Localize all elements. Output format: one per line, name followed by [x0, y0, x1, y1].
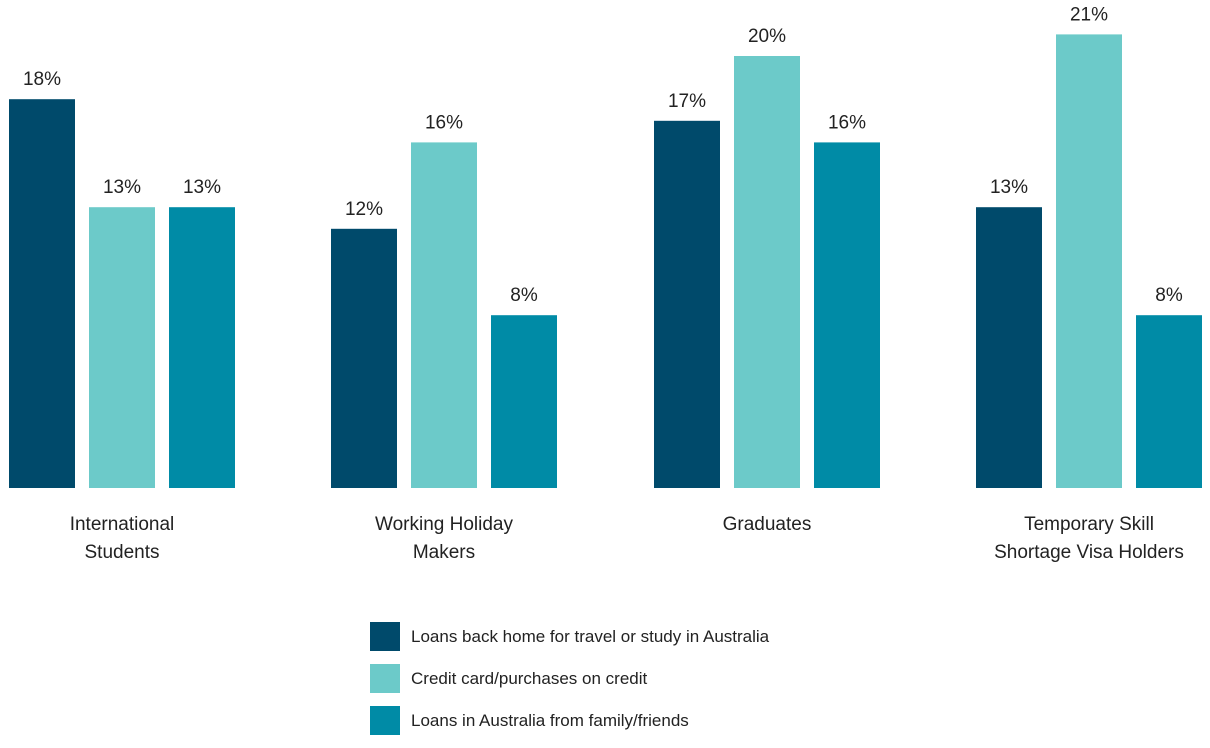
bar	[976, 207, 1042, 488]
legend-label: Loans back home for travel or study in A…	[411, 626, 770, 646]
legend-item-loans-back-home: Loans back home for travel or study in A…	[370, 622, 769, 651]
category-labels-layer: International Students Working Holiday Make…	[70, 514, 1184, 563]
category-label-line: Working Holiday	[375, 514, 513, 535]
category-label-line: Makers	[413, 542, 475, 563]
legend-swatch	[370, 622, 400, 651]
category-label-line: Graduates	[723, 514, 812, 535]
data-label: 13%	[990, 177, 1028, 198]
data-label: 17%	[668, 91, 706, 112]
bar	[1056, 34, 1122, 489]
data-label: 16%	[828, 112, 866, 133]
legend-item-loans-family: Loans in Australia from family/friends	[370, 706, 769, 735]
bar	[411, 142, 477, 488]
category-label-line: Students	[85, 542, 160, 563]
value-labels-layer: 18% 13% 13% 12% 16% 8% 17% 20% 16% 13% 21% 8%	[23, 4, 1183, 306]
data-label: 8%	[1155, 285, 1183, 306]
data-label: 12%	[345, 199, 383, 220]
data-label: 21%	[1070, 4, 1108, 25]
legend: Loans back home for travel or study in A…	[370, 622, 769, 748]
data-label: 20%	[748, 26, 786, 47]
legend-label: Credit card/purchases on credit	[411, 668, 648, 688]
legend-label: Loans in Australia from family/friends	[411, 710, 689, 730]
category-label-line: International	[70, 514, 175, 535]
category-label-line: Shortage Visa Holders	[994, 542, 1184, 563]
category-label: International Students	[70, 514, 175, 563]
bar	[491, 315, 557, 488]
bar	[9, 99, 75, 488]
legend-item-credit-card: Credit card/purchases on credit	[370, 664, 769, 693]
bar	[169, 207, 235, 488]
bar	[89, 207, 155, 488]
bar	[654, 120, 720, 489]
data-label: 16%	[425, 112, 463, 133]
bar	[331, 228, 397, 489]
data-label: 13%	[183, 177, 221, 198]
category-label-line: Temporary Skill	[1024, 514, 1154, 535]
category-label: Temporary Skill Shortage Visa Holders	[994, 514, 1184, 563]
bar-chart: 18% 13% 13% 12% 16% 8% 17% 20% 16% 13% 21% 8% Inter…	[9, 4, 1202, 563]
bar	[814, 142, 880, 488]
category-label: Working Holiday Makers	[375, 514, 513, 563]
bar	[1136, 315, 1202, 488]
data-label: 18%	[23, 69, 61, 90]
bar	[734, 56, 800, 488]
bars-layer	[9, 34, 1202, 489]
legend-swatch	[370, 706, 400, 735]
legend-swatch	[370, 664, 400, 693]
data-label: 8%	[510, 285, 538, 306]
category-label: Graduates	[723, 514, 812, 535]
data-label: 13%	[103, 177, 141, 198]
